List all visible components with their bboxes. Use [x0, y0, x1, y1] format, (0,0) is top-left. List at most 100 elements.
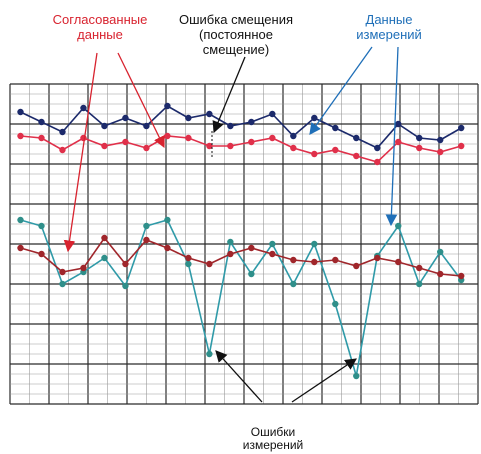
- reconciled-lower-series-point: [227, 250, 234, 258]
- reconciled-lower-series-line: [20, 236, 462, 277]
- reconciled-lower-series-point: [353, 262, 360, 270]
- measured-lower-series-point: [206, 350, 213, 358]
- reconciled-lower-series-point: [143, 236, 150, 244]
- reconciled-label-line-1: Согласованные: [52, 12, 148, 27]
- reconciled-lower-series-point: [206, 260, 213, 268]
- measured-upper-series-line: [20, 105, 462, 149]
- reconciled-lower-series-point: [458, 272, 465, 280]
- measured-lower-series: [17, 216, 465, 380]
- reconciled-lower-series-point: [290, 256, 297, 264]
- reconciled-lower-series-point: [17, 244, 24, 252]
- errors-label-line-2: измерений: [242, 438, 304, 452]
- reconciled-upper-series-line: [20, 135, 462, 163]
- errors-label-line-1: Ошибки: [250, 425, 296, 439]
- measured-label-line-1: Данные: [365, 12, 413, 27]
- reconciled-lower-series-point: [101, 234, 108, 242]
- measured-data-label: Данные измерений: [344, 12, 434, 42]
- reconciled-lower-series-point: [374, 254, 381, 262]
- measured-lower-series-point: [17, 216, 24, 224]
- measured-upper-series-point: [269, 110, 276, 118]
- reconciled-lower-series-point: [332, 256, 339, 264]
- reconciled-upper-series-point: [185, 134, 192, 142]
- errors-arrow-left: [215, 350, 263, 403]
- measured-upper-series-point: [248, 118, 255, 126]
- measured-upper-series-point: [374, 144, 381, 152]
- reconciled-upper-series: [17, 132, 465, 166]
- reconciled-upper-series-point: [206, 142, 213, 150]
- reconciled-lower-series-point: [164, 244, 171, 252]
- reconciled-arrow-upper: [117, 52, 165, 149]
- reconciled-lower-series-point: [395, 258, 402, 266]
- reconciled-lower-series-point: [269, 250, 276, 258]
- reconciled-upper-series-point: [332, 146, 339, 154]
- measured-lower-series-point: [38, 222, 45, 230]
- reconciled-upper-series-point: [59, 146, 66, 154]
- reconciled-data-label: Согласованные данные: [32, 12, 168, 42]
- reconciled-upper-series-point: [353, 152, 360, 160]
- measured-upper-series-point: [290, 132, 297, 140]
- reconciled-upper-series-point: [269, 134, 276, 142]
- measured-label-line-2: измерений: [356, 27, 422, 42]
- reconciled-upper-series-point: [395, 138, 402, 146]
- measured-upper-series: [17, 102, 465, 152]
- measured-arrow-lower: [385, 46, 399, 227]
- measured-upper-series-point: [59, 128, 66, 136]
- measured-upper-series-point: [17, 108, 24, 116]
- reconciled-upper-series-point: [164, 132, 171, 140]
- measured-upper-series-point: [185, 114, 192, 122]
- reconciled-upper-series-point: [38, 134, 45, 142]
- measured-lower-series-point: [395, 222, 402, 230]
- measured-upper-series-point: [227, 122, 234, 130]
- reconciled-lower-series-point: [122, 260, 129, 268]
- measured-arrow-upper: [309, 46, 373, 135]
- reconciled-lower-series-point: [38, 250, 45, 258]
- annotation-arrows: [63, 46, 399, 403]
- reconciled-lower-series-point: [80, 264, 87, 272]
- measured-lower-series-point: [269, 240, 276, 248]
- measured-lower-series-point: [227, 238, 234, 246]
- reconciled-upper-series-point: [227, 142, 234, 150]
- measured-lower-series-point: [143, 222, 150, 230]
- measured-upper-series-point: [164, 102, 171, 110]
- reconciled-upper-series-point: [458, 142, 465, 150]
- measured-lower-series-point: [164, 216, 171, 224]
- measured-lower-series-point: [248, 270, 255, 278]
- reconciled-upper-series-point: [80, 134, 87, 142]
- measured-lower-series-point: [101, 254, 108, 262]
- reconciled-lower-series-point: [416, 264, 423, 272]
- reconciled-lower-series-point: [311, 258, 318, 266]
- reconciled-upper-series-point: [290, 144, 297, 152]
- measured-lower-series-line: [20, 219, 462, 377]
- measured-upper-series-point: [38, 118, 45, 126]
- measured-upper-series-point: [122, 114, 129, 122]
- reconciled-upper-series-point: [374, 158, 381, 166]
- bias-arrow: [212, 56, 246, 134]
- bias-error-label: Ошибка смещения (постоянное смещение): [168, 12, 304, 57]
- measured-upper-series-point: [416, 134, 423, 142]
- reconciled-label-line-2: данные: [77, 27, 123, 42]
- measured-lower-series-point: [332, 300, 339, 308]
- measured-lower-series-point: [311, 240, 318, 248]
- measured-lower-series-point: [416, 280, 423, 288]
- measured-upper-series-point: [353, 134, 360, 142]
- reconciled-upper-series-point: [437, 148, 444, 156]
- series-layer: [17, 102, 465, 380]
- reconciled-upper-series-point: [416, 144, 423, 152]
- grid: [9, 83, 479, 405]
- bias-label-line-2: (постоянное: [199, 27, 273, 42]
- errors-arrow-right: [291, 358, 357, 403]
- reconciled-upper-series-point: [101, 142, 108, 150]
- measured-upper-series-point: [332, 124, 339, 132]
- reconciled-lower-series-point: [248, 244, 255, 252]
- bias-label-line-3: смещение): [202, 42, 270, 57]
- measured-upper-series-point: [311, 114, 318, 122]
- reconciled-lower-series: [17, 234, 465, 280]
- measured-lower-series-point: [437, 248, 444, 256]
- reconciled-upper-series-point: [248, 138, 255, 146]
- measured-lower-series-point: [122, 282, 129, 290]
- reconciled-upper-series-point: [311, 150, 318, 158]
- measured-upper-series-point: [143, 122, 150, 130]
- reconciled-upper-series-point: [122, 138, 129, 146]
- measured-upper-series-point: [206, 110, 213, 118]
- measured-upper-series-point: [458, 124, 465, 132]
